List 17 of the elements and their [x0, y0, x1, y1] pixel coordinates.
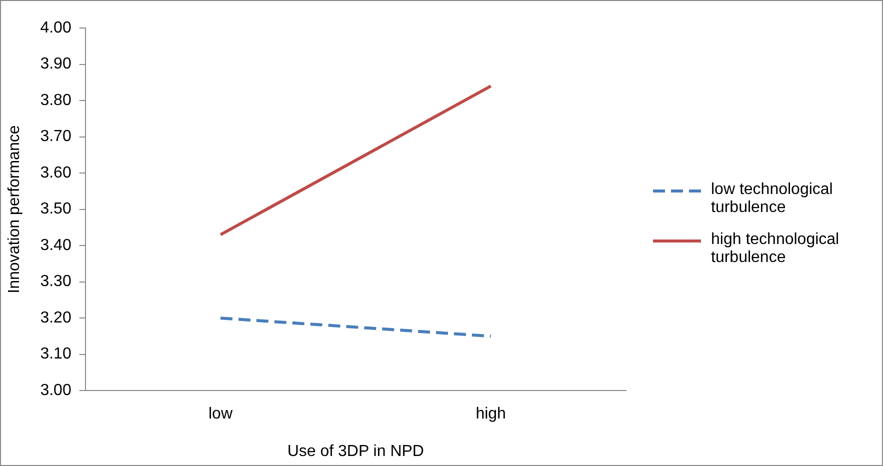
y-tick-label: 3.10 — [40, 346, 72, 363]
y-tick-label: 3.50 — [40, 200, 72, 218]
y-tick-label: 3.70 — [40, 128, 72, 146]
y-tick-label: 3.60 — [40, 164, 72, 182]
x-tick-label: high — [476, 406, 506, 423]
y-tick-label: 3.40 — [40, 236, 72, 254]
legend-label: high technological turbulence — [711, 231, 840, 267]
x-axis-title: Use of 3DP in NPD — [287, 442, 424, 460]
y-tick-label: 3.20 — [40, 309, 72, 326]
y-tick-label: 3.00 — [40, 382, 72, 400]
y-tick-label: 3.30 — [40, 273, 72, 290]
legend-label: low technological turbulence — [711, 181, 834, 217]
y-axis-title: Innovation performance — [6, 125, 24, 294]
y-tick-label: 3.80 — [40, 92, 72, 109]
x-tick-label: low — [208, 406, 233, 423]
y-tick-label: 4.00 — [40, 19, 72, 36]
y-tick-label: 3.90 — [40, 56, 72, 73]
